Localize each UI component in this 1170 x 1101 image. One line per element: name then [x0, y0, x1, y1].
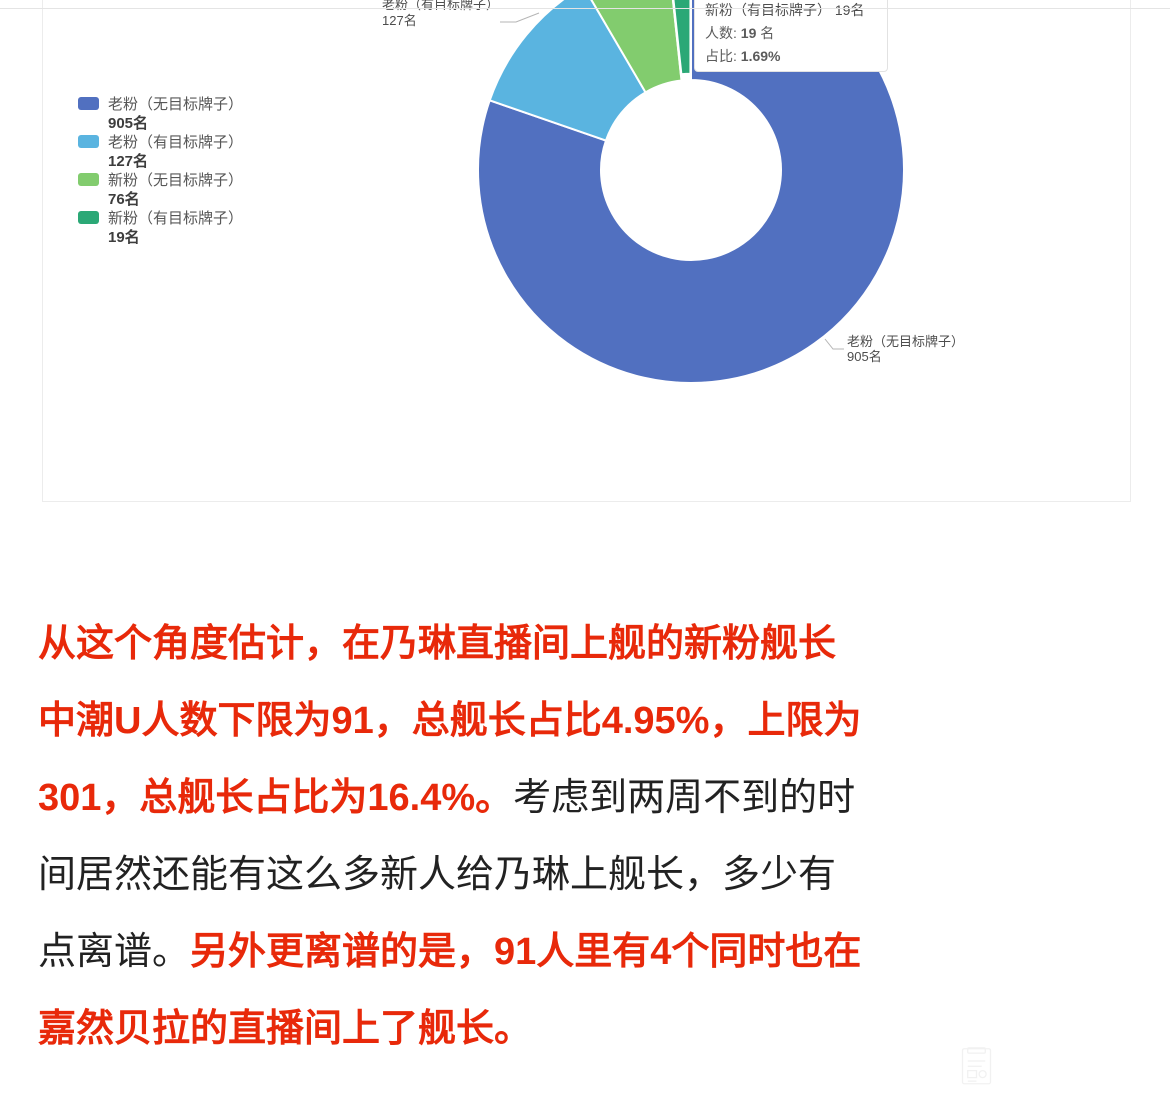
svg-text:老粉（无目标牌子）: 老粉（无目标牌子）	[847, 334, 964, 349]
svg-text:127名: 127名	[382, 13, 417, 28]
svg-text:905名: 905名	[847, 349, 882, 364]
svg-text:老粉（有目标牌子）: 老粉（有目标牌子）	[382, 0, 499, 12]
